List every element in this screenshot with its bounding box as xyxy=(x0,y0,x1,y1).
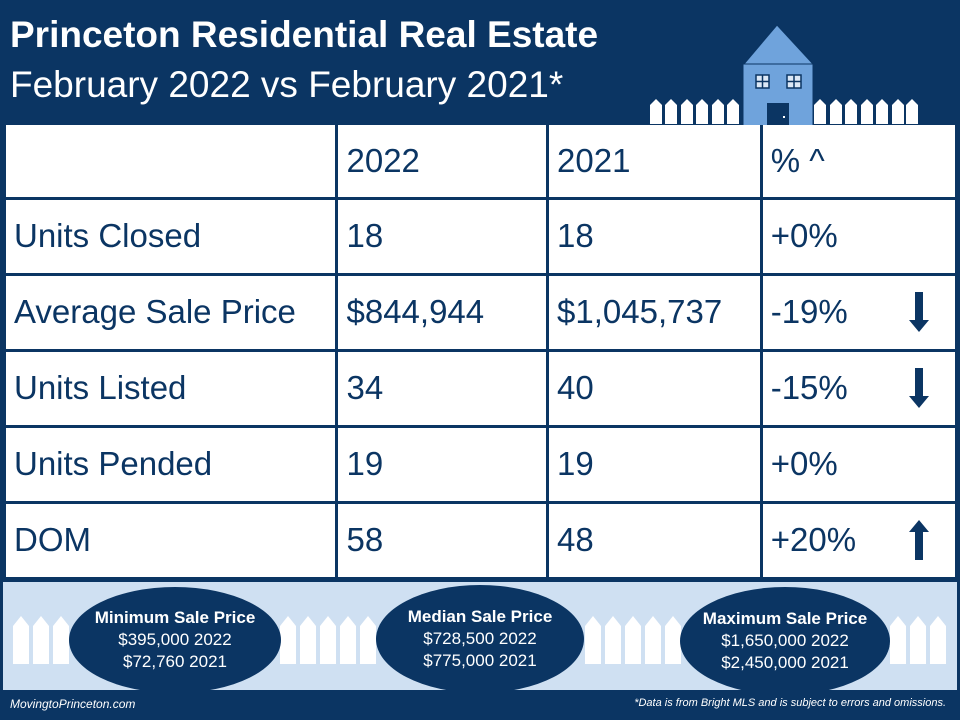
oval-line: $2,450,000 2021 xyxy=(721,653,849,672)
oval-line: $728,500 2022 xyxy=(423,629,537,648)
oval-title: Minimum Sale Price xyxy=(94,608,256,627)
table-row: DOM 58 48 +20% xyxy=(2,500,959,580)
value-2022: 19 xyxy=(335,424,550,504)
row-label: Units Closed xyxy=(2,196,339,276)
min-price-oval: Minimum Sale Price $395,000 2022 $72,760… xyxy=(69,587,281,693)
table-header-row: 2022 2021 % ^ xyxy=(2,125,959,200)
table-row: Average Sale Price $844,944 $1,045,737 -… xyxy=(2,272,959,352)
pct-change: -15% xyxy=(759,348,959,428)
footer: MovingtoPrinceton.com *Data is from Brig… xyxy=(0,690,960,720)
oval-line: $395,000 2022 xyxy=(118,630,232,649)
value-2021: 19 xyxy=(546,424,763,504)
value-2022: $844,944 xyxy=(335,272,550,352)
pct-change: -19% xyxy=(759,272,959,352)
header: Princeton Residential Real Estate Februa… xyxy=(0,0,960,127)
value-2021: 18 xyxy=(546,196,763,276)
arrow-down-icon xyxy=(909,292,929,332)
table-row: Units Listed 34 40 -15% xyxy=(2,348,959,428)
house-fence-icon xyxy=(650,24,918,127)
arrow-up-icon xyxy=(909,520,929,560)
row-label: Units Pended xyxy=(2,424,339,504)
pct-change: +0% xyxy=(759,196,959,276)
oval-title: Median Sale Price xyxy=(407,607,553,626)
pct-text: -15% xyxy=(770,369,848,406)
value-2021: 48 xyxy=(546,500,763,580)
pct-text: +0% xyxy=(770,445,838,482)
row-label: Units Listed xyxy=(2,348,339,428)
fence-icon xyxy=(890,616,946,664)
value-2021: 40 xyxy=(546,348,763,428)
header-cell-blank xyxy=(2,125,339,200)
fence-icon xyxy=(585,616,681,664)
row-label: Average Sale Price xyxy=(2,272,339,352)
pct-change: +0% xyxy=(759,424,959,504)
median-price-oval: Median Sale Price $728,500 2022 $775,000… xyxy=(376,585,584,693)
value-2022: 58 xyxy=(335,500,550,580)
stats-table: 2022 2021 % ^ Units Closed 18 18 +0% Ave… xyxy=(2,125,959,580)
table-row: Units Closed 18 18 +0% xyxy=(2,196,959,276)
pct-change: +20% xyxy=(759,500,959,580)
pct-text: +0% xyxy=(770,217,838,254)
value-2022: 18 xyxy=(335,196,550,276)
oval-line: $72,760 2021 xyxy=(123,652,227,671)
oval-title: Maximum Sale Price xyxy=(702,609,868,628)
fence-icon xyxy=(280,616,376,664)
table-row: Units Pended 19 19 +0% xyxy=(2,424,959,504)
value-2021: $1,045,737 xyxy=(546,272,763,352)
disclaimer: *Data is from Bright MLS and is subject … xyxy=(634,697,946,709)
oval-line: $775,000 2021 xyxy=(423,651,537,670)
row-label: DOM xyxy=(2,500,339,580)
site-link[interactable]: MovingtoPrinceton.com xyxy=(10,697,136,711)
arrow-down-icon xyxy=(909,368,929,408)
oval-line: $1,650,000 2022 xyxy=(721,631,849,650)
header-cell-2022: 2022 xyxy=(335,125,550,200)
page-subtitle: February 2022 vs February 2021* xyxy=(10,64,564,105)
pct-text: -19% xyxy=(770,293,848,330)
value-2022: 34 xyxy=(335,348,550,428)
header-cell-2021: 2021 xyxy=(546,125,763,200)
max-price-oval: Maximum Sale Price $1,650,000 2022 $2,45… xyxy=(680,587,890,695)
page-title: Princeton Residential Real Estate xyxy=(10,14,599,55)
summary-band: Minimum Sale Price $395,000 2022 $72,760… xyxy=(3,582,957,695)
fence-icon xyxy=(13,616,69,664)
pct-text: +20% xyxy=(770,521,857,558)
header-cell-pct: % ^ xyxy=(759,125,959,200)
